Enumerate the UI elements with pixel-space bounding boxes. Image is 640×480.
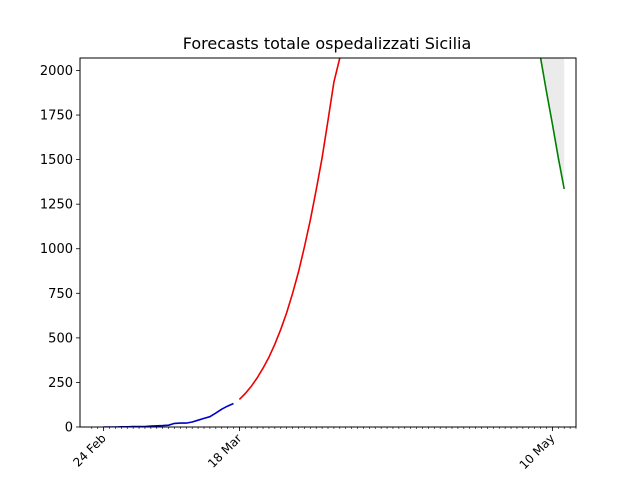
y-axis: 0 250 500 750 1000 1250 1500 1750 2000 bbox=[40, 64, 80, 436]
y-tick-label: 2000 bbox=[40, 64, 73, 79]
y-tick-label: 1500 bbox=[40, 153, 73, 168]
x-tick-label: 18 Mar bbox=[205, 431, 244, 470]
y-tick-label: 1250 bbox=[40, 198, 73, 213]
x-axis: 24 Feb 18 Mar 10 May bbox=[70, 427, 577, 472]
y-tick-label: 750 bbox=[48, 287, 73, 302]
x-tick-label: 24 Feb bbox=[70, 431, 108, 469]
x-tick-label: 10 May bbox=[517, 431, 558, 472]
y-tick-label: 0 bbox=[65, 421, 73, 436]
series-line-3 bbox=[539, 58, 565, 190]
chart-title: Forecasts totale ospedalizzati Sicilia bbox=[183, 34, 472, 53]
series-line-1 bbox=[103, 402, 234, 427]
y-tick-label: 500 bbox=[48, 331, 73, 346]
y-tick-label: 250 bbox=[48, 376, 73, 391]
y-tick-label: 1000 bbox=[40, 242, 73, 257]
plot-frame bbox=[79, 57, 577, 428]
y-tick-label: 1750 bbox=[40, 109, 73, 124]
series-line-2 bbox=[238, 58, 341, 400]
series-layer bbox=[103, 58, 565, 427]
